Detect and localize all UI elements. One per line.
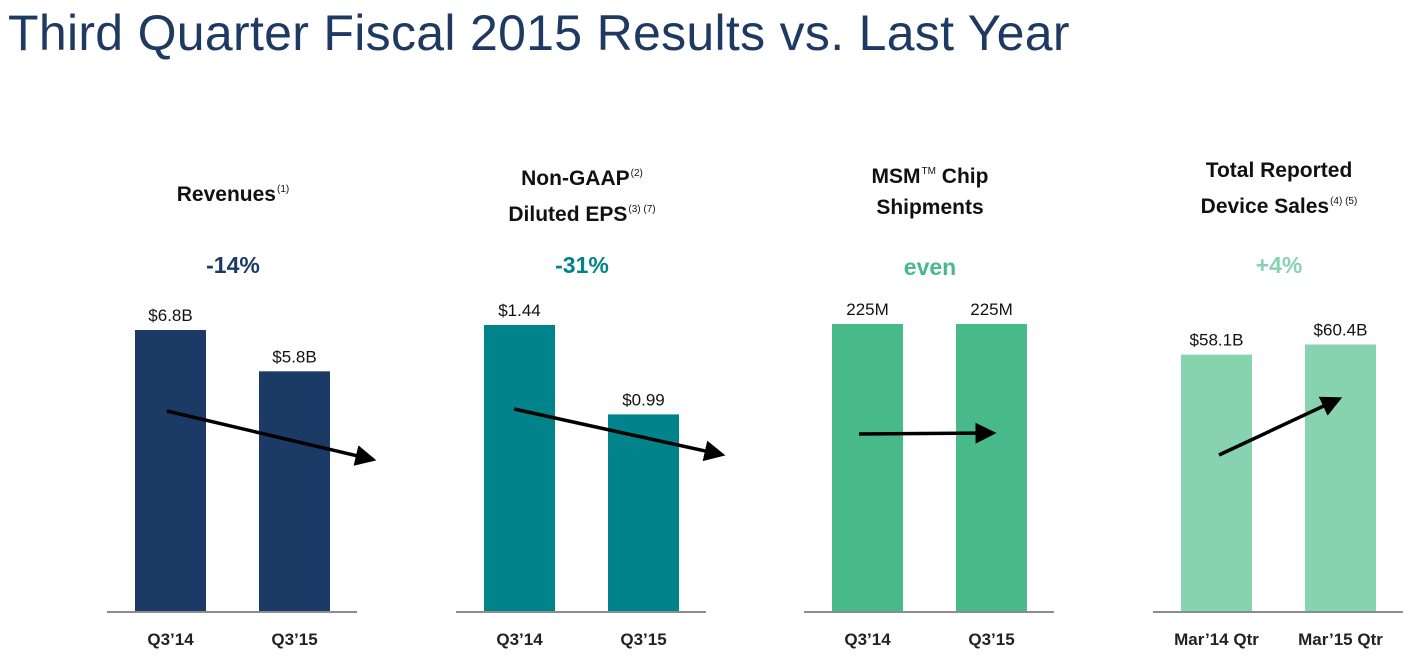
bar xyxy=(484,325,555,611)
panel-title: Revenues(1) xyxy=(83,174,383,210)
category-label: Mar’14 Qtr xyxy=(1174,630,1259,649)
change-percent: -31% xyxy=(555,252,609,278)
category-label: Q3’14 xyxy=(844,630,891,649)
footnote-marker: (4) (5) xyxy=(1330,196,1358,207)
bar xyxy=(956,324,1027,611)
eps-panel: Non-GAAP(2) Diluted EPS(3) (7) -31% $1.4… xyxy=(432,0,732,664)
msm-chart: 225M Q3’14 225M Q3’15 xyxy=(804,300,1054,649)
bar-value-label: $6.8B xyxy=(148,306,192,325)
panel-title-line: Revenues(1) xyxy=(83,174,383,210)
eps-chart: $1.44 Q3’14 $0.99 Q3’15 xyxy=(456,301,726,649)
bar xyxy=(135,330,206,611)
trend-arrow xyxy=(166,409,377,466)
change-percent: even xyxy=(903,254,957,280)
bar xyxy=(832,324,903,611)
bar-value-label: $0.99 xyxy=(622,390,665,409)
bar-value-label: $60.4B xyxy=(1314,321,1368,340)
panel-title-line: Non-GAAP(2) xyxy=(432,158,732,194)
revenues-chart: $6.8B Q3’14 $5.8B Q3’15 xyxy=(107,306,377,649)
panel-title-text: Non-GAAP xyxy=(521,167,630,190)
trend-arrow xyxy=(513,407,726,462)
panel-title-text: MSM xyxy=(871,165,921,188)
panel-title: Total Reported Device Sales(4) (5) xyxy=(1129,155,1424,222)
trademark-mark: TM xyxy=(921,166,936,177)
device-sales-chart: $58.1B Mar’14 Qtr $60.4B Mar’15 Qtr xyxy=(1153,321,1403,649)
change-percent: +4% xyxy=(1255,252,1303,278)
category-label: Mar’15 Qtr xyxy=(1298,630,1383,649)
bar-value-label: $5.8B xyxy=(272,347,316,366)
trend-arrow xyxy=(858,422,997,444)
category-label: Q3’14 xyxy=(147,630,194,649)
panel-title-line: Diluted EPS(3) (7) xyxy=(432,194,732,230)
footnote-marker: (2) xyxy=(630,168,643,179)
panel-title-line: Total Reported xyxy=(1129,155,1424,186)
category-label: Q3’15 xyxy=(271,630,317,649)
bar-value-label: 225M xyxy=(970,300,1013,319)
bar xyxy=(1305,344,1376,611)
revenues-panel: Revenues(1) -14% $6.8B Q3’14 $5.8B Q3’15 xyxy=(83,0,383,664)
panel-title: MSMTM Chip Shipments xyxy=(780,156,1080,223)
panel-title-text: Shipments xyxy=(876,196,984,219)
category-label: Q3’14 xyxy=(496,630,543,649)
device-sales-panel: Total Reported Device Sales(4) (5) +4% $… xyxy=(1129,0,1424,664)
change-percent: -14% xyxy=(206,252,260,278)
bar-value-label: 225M xyxy=(846,300,889,319)
panel-title-line: Shipments xyxy=(780,192,1080,223)
panel-title: Non-GAAP(2) Diluted EPS(3) (7) xyxy=(432,158,732,230)
panel-title-text: Total Reported xyxy=(1205,159,1353,182)
bar xyxy=(608,414,679,611)
footnote-marker: (3) (7) xyxy=(628,204,656,215)
msm-panel: MSMTM Chip Shipments even 225M Q3’14 225M Q… xyxy=(780,0,1080,664)
category-label: Q3’15 xyxy=(620,630,666,649)
bar-value-label: $58.1B xyxy=(1190,331,1244,350)
panel-title-line: Device Sales(4) (5) xyxy=(1129,186,1424,222)
bar xyxy=(259,371,330,611)
footnote-marker: (1) xyxy=(276,184,290,195)
trend-arrow xyxy=(1218,396,1343,457)
panel-title-text: Diluted EPS xyxy=(508,203,628,226)
panel-title-text: Revenues xyxy=(176,183,276,206)
category-label: Q3’15 xyxy=(968,630,1014,649)
panel-title-text: Chip xyxy=(935,165,989,188)
bar xyxy=(1181,354,1252,611)
panel-title-line: MSMTM Chip xyxy=(780,156,1080,192)
panel-title-text: Device Sales xyxy=(1200,195,1330,218)
bar-value-label: $1.44 xyxy=(498,301,541,320)
page-title: Third Quarter Fiscal 2015 Results vs. La… xyxy=(8,5,1070,61)
